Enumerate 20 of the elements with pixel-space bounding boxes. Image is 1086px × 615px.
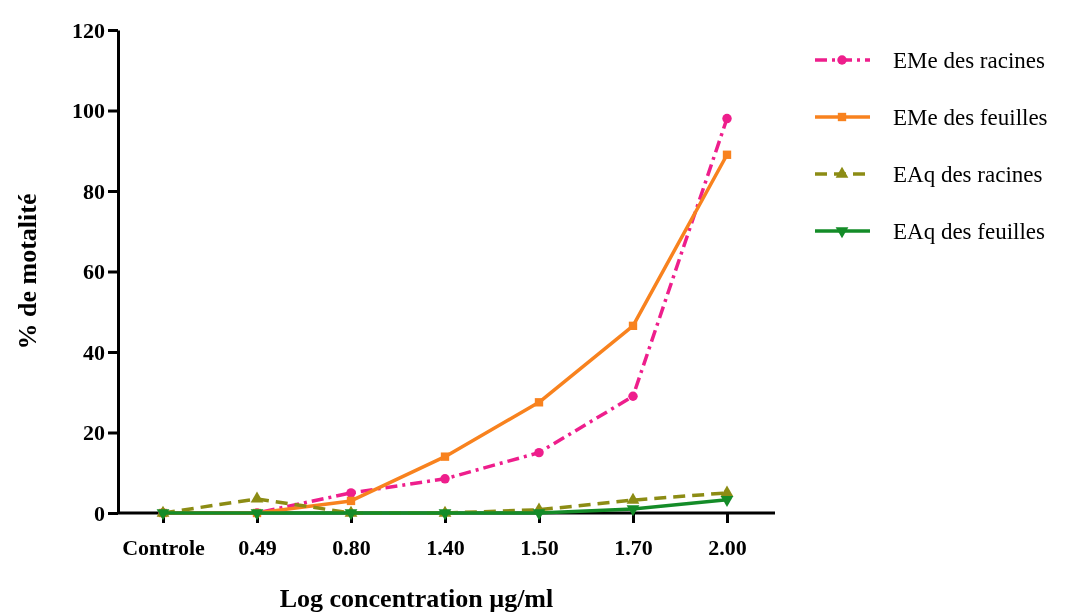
y-tick-label: 120 [72,17,105,43]
x-tick-label: 1.70 [614,534,653,560]
y-tick-label: 20 [83,420,105,446]
y-axis-title: % de motalité [13,193,42,350]
y-tick-label: 80 [83,178,105,204]
x-tick-label: 0.49 [238,534,277,560]
x-tick-label: Controle [122,534,206,560]
x-tick-label: 0.80 [332,534,371,560]
x-tick-label: 2.00 [708,534,747,560]
legend-label: EAq des feuilles [893,219,1046,244]
x-tick-label: 1.40 [426,534,465,560]
y-tick-label: 60 [83,259,105,285]
y-tick-label: 0 [94,500,105,526]
x-axis-title: Log concentration µg/ml [279,584,554,613]
y-tick-label: 40 [83,339,105,365]
x-tick-label: 1.50 [520,534,559,560]
legend-label: EAq des racines [893,162,1043,187]
legend-label: EMe des feuilles [893,105,1048,130]
y-tick-label: 100 [72,98,105,124]
legend-label: EMe des racines [893,48,1046,73]
